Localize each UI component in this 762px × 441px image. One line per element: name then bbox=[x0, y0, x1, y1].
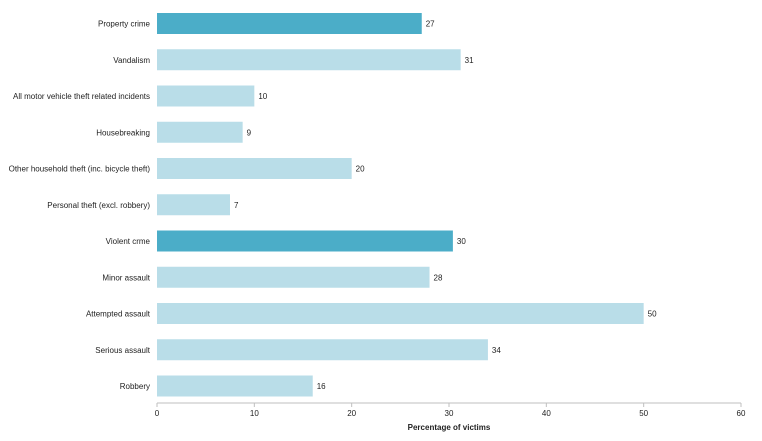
bars-group bbox=[157, 13, 644, 397]
value-label-vandalism: 31 bbox=[465, 56, 474, 65]
category-label-robbery: Robbery bbox=[120, 382, 150, 391]
category-label-other-household-theft-inc-bicycle-theft: Other household theft (inc. bicycle thef… bbox=[9, 165, 151, 174]
value-label-robbery: 16 bbox=[317, 382, 326, 391]
value-label-attempted-assault: 50 bbox=[648, 310, 657, 319]
x-tick-label-60: 60 bbox=[737, 409, 746, 418]
category-label-personal-theft-excl-robbery: Personal theft (excl. robbery) bbox=[47, 201, 150, 210]
bar-minor-assault bbox=[157, 266, 430, 288]
bar-serious-assault bbox=[157, 339, 488, 361]
bar-personal-theft-excl-robbery bbox=[157, 194, 230, 216]
category-label-serious-assault: Serious assault bbox=[95, 346, 150, 355]
x-tick-label-30: 30 bbox=[445, 409, 454, 418]
category-labels-group: Property crime Vandalism All motor vehicle… bbox=[9, 20, 151, 392]
x-tick-label-50: 50 bbox=[639, 409, 648, 418]
bar-other-household-theft-inc-bicycle-theft bbox=[157, 158, 352, 179]
x-axis-title: Percentage of victims bbox=[408, 423, 491, 432]
x-tick-label-20: 20 bbox=[347, 409, 356, 418]
bar-violent-crme bbox=[157, 230, 453, 252]
value-label-personal-theft-excl-robbery: 7 bbox=[234, 201, 239, 210]
x-tick-label-40: 40 bbox=[542, 409, 551, 418]
bar-all-motor-vehicle-theft-related-incidents bbox=[157, 85, 255, 107]
category-label-minor-assault: Minor assault bbox=[102, 273, 150, 282]
category-label-violent-crme: Violent crme bbox=[106, 237, 151, 246]
x-tick-label-10: 10 bbox=[250, 409, 259, 418]
value-label-property-crime: 27 bbox=[426, 20, 435, 29]
value-label-serious-assault: 34 bbox=[492, 346, 501, 355]
value-label-other-household-theft-inc-bicycle-theft: 20 bbox=[356, 165, 365, 174]
value-labels-group: 27 31 10 9 20 7 30 28 50 34 16 bbox=[234, 20, 657, 392]
category-label-attempted-assault: Attempted assault bbox=[86, 310, 151, 319]
value-label-violent-crme: 30 bbox=[457, 237, 466, 246]
bar-vandalism bbox=[157, 49, 461, 71]
bar-robbery bbox=[157, 375, 313, 397]
x-ticks-group: 0 10 20 30 40 50 60 bbox=[155, 403, 746, 418]
value-label-all-motor-vehicle-theft-related-incidents: 10 bbox=[258, 92, 267, 101]
category-label-housebreaking: Housebreaking bbox=[96, 128, 150, 137]
category-label-vandalism: Vandalism bbox=[113, 56, 150, 65]
bar-property-crime bbox=[157, 13, 422, 34]
x-tick-label-0: 0 bbox=[155, 409, 160, 418]
value-label-minor-assault: 28 bbox=[434, 273, 443, 282]
bar-housebreaking bbox=[157, 121, 243, 143]
category-label-all-motor-vehicle-theft-related-incidents: All motor vehicle theft related incident… bbox=[13, 92, 150, 101]
value-label-housebreaking: 9 bbox=[247, 128, 252, 137]
category-label-property-crime: Property crime bbox=[98, 20, 151, 29]
bar-attempted-assault bbox=[157, 303, 644, 324]
